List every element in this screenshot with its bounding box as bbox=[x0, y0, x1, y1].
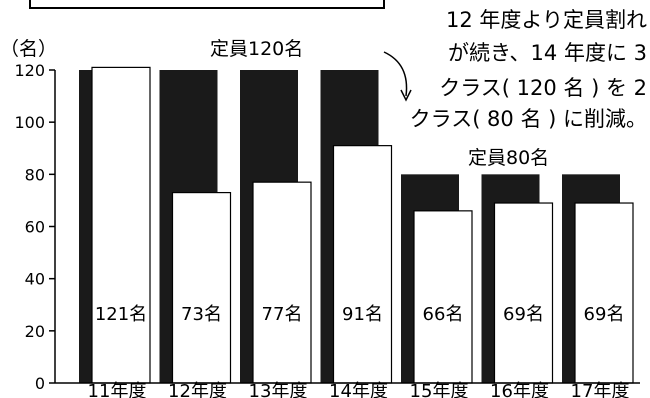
x-ticks-group: 11年度 12年度 13年度 14年度 15年度 16年度 17年度 bbox=[88, 381, 630, 398]
bar-enrolled-3 bbox=[252, 181, 312, 384]
x-tick-label-7: 17年度 bbox=[571, 381, 630, 398]
data-label-3: 77名 bbox=[262, 304, 303, 325]
y-ticks-group: 0 20 40 60 80 100 120 bbox=[14, 61, 55, 393]
x-tick-label-1: 11年度 bbox=[88, 381, 147, 398]
title-frame bbox=[29, 0, 385, 9]
annotation-note-line-2: が続き、14 年度に 3 bbox=[448, 41, 647, 65]
data-labels-group: 121名 73名 77名 91名 66名 69名 69名 bbox=[95, 304, 625, 325]
annotation-note-line-1: 12 年度より定員割れ bbox=[446, 8, 647, 32]
data-label-5: 66名 bbox=[423, 304, 464, 325]
bar-enrolled-7 bbox=[574, 202, 634, 384]
annotation-note-line-3: クラス( 120 名 ) を 2 bbox=[439, 76, 647, 100]
x-tick-label-2: 12年度 bbox=[168, 381, 227, 398]
y-unit-label: （名） bbox=[0, 38, 57, 60]
annotation-note-line-4: クラス( 80 名 ) に削減。 bbox=[410, 107, 647, 131]
bar-enrolled-1 bbox=[91, 66, 151, 384]
y-tick-label-20: 20 bbox=[25, 322, 45, 341]
annotation-arrow-head bbox=[400, 89, 412, 102]
x-tick-label-5: 15年度 bbox=[410, 381, 469, 398]
bar-enrolled-4 bbox=[332, 145, 393, 384]
x-tick-label-4: 14年度 bbox=[329, 381, 388, 398]
bar-enrolled-6 bbox=[493, 202, 554, 384]
x-tick-label-3: 13年度 bbox=[249, 381, 308, 398]
data-label-7: 69名 bbox=[584, 304, 625, 325]
y-tick-label-40: 40 bbox=[25, 270, 45, 289]
data-label-4: 91名 bbox=[342, 304, 383, 325]
y-tick-label-0: 0 bbox=[35, 374, 45, 393]
bar-enrolled-2 bbox=[171, 191, 232, 384]
y-tick-label-100: 100 bbox=[14, 113, 45, 132]
bar-enrolled-5 bbox=[413, 210, 473, 384]
data-label-2: 73名 bbox=[181, 304, 222, 325]
data-label-1: 121名 bbox=[95, 304, 147, 325]
y-tick-label-120: 120 bbox=[14, 61, 45, 80]
data-label-6: 69名 bbox=[503, 304, 544, 325]
bars-group bbox=[79, 66, 634, 384]
annotation-arrow bbox=[383, 51, 408, 97]
annotation-capacity-120: 定員120名 bbox=[210, 38, 303, 60]
x-tick-label-6: 16年度 bbox=[490, 381, 549, 398]
y-tick-label-80: 80 bbox=[25, 165, 45, 184]
y-tick-label-60: 60 bbox=[25, 218, 45, 237]
annotation-capacity-80: 定員80名 bbox=[468, 147, 549, 169]
